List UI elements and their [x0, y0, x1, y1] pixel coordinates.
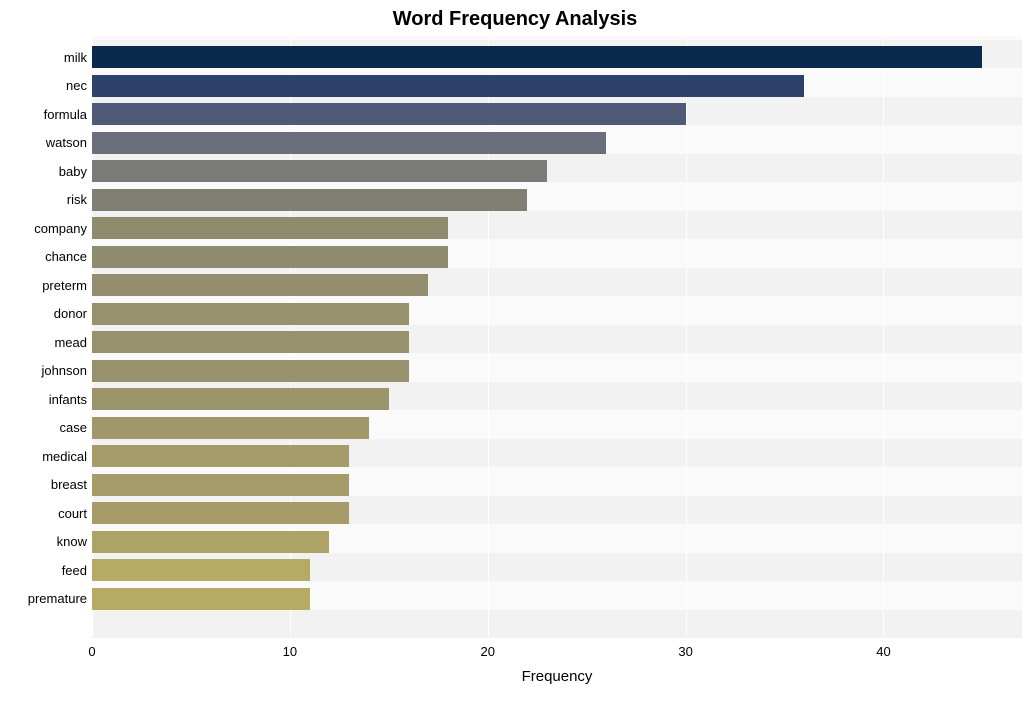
bar — [92, 103, 686, 125]
bar — [92, 274, 428, 296]
y-axis-label: johnson — [7, 364, 87, 377]
y-axis-label: donor — [7, 307, 87, 320]
y-axis-label: risk — [7, 193, 87, 206]
bar — [92, 417, 369, 439]
bar — [92, 388, 389, 410]
plot-area — [92, 36, 1022, 636]
bar — [92, 360, 409, 382]
bar — [92, 246, 448, 268]
y-axis-label: formula — [7, 108, 87, 121]
bar — [92, 217, 448, 239]
y-axis-label: nec — [7, 79, 87, 92]
bar — [92, 474, 349, 496]
y-axis-label: watson — [7, 136, 87, 149]
bar — [92, 189, 527, 211]
y-axis-label: chance — [7, 250, 87, 263]
bar — [92, 331, 409, 353]
y-axis-label: premature — [7, 592, 87, 605]
bar — [92, 588, 310, 610]
chart-title: Word Frequency Analysis — [0, 8, 1030, 31]
x-axis-title: Frequency — [92, 668, 1022, 685]
bar — [92, 303, 409, 325]
gridline — [686, 36, 687, 636]
bar — [92, 502, 349, 524]
bar — [92, 132, 606, 154]
y-axis-label: company — [7, 222, 87, 235]
y-axis-label: breast — [7, 478, 87, 491]
y-axis-label: case — [7, 421, 87, 434]
y-axis-label: infants — [7, 393, 87, 406]
y-axis-label: court — [7, 507, 87, 520]
y-axis-label: medical — [7, 450, 87, 463]
y-axis-label: preterm — [7, 279, 87, 292]
gridline — [883, 36, 884, 636]
y-axis-label: milk — [7, 51, 87, 64]
x-axis-tick-label: 20 — [481, 644, 495, 659]
word-frequency-chart: Word Frequency Analysis Frequency milk ne… — [0, 0, 1030, 701]
x-axis-tick-label: 0 — [88, 644, 95, 659]
bar — [92, 46, 982, 68]
gridline — [488, 36, 489, 636]
x-axis-tick-label: 30 — [678, 644, 692, 659]
x-axis-tick-label: 40 — [876, 644, 890, 659]
bar — [92, 531, 329, 553]
y-axis-label: feed — [7, 564, 87, 577]
y-axis-label: baby — [7, 165, 87, 178]
bar — [92, 75, 804, 97]
x-axis-tick-label: 10 — [283, 644, 297, 659]
bar — [92, 160, 547, 182]
bar — [92, 559, 310, 581]
y-axis-label: mead — [7, 336, 87, 349]
bar — [92, 445, 349, 467]
y-axis-label: know — [7, 535, 87, 548]
